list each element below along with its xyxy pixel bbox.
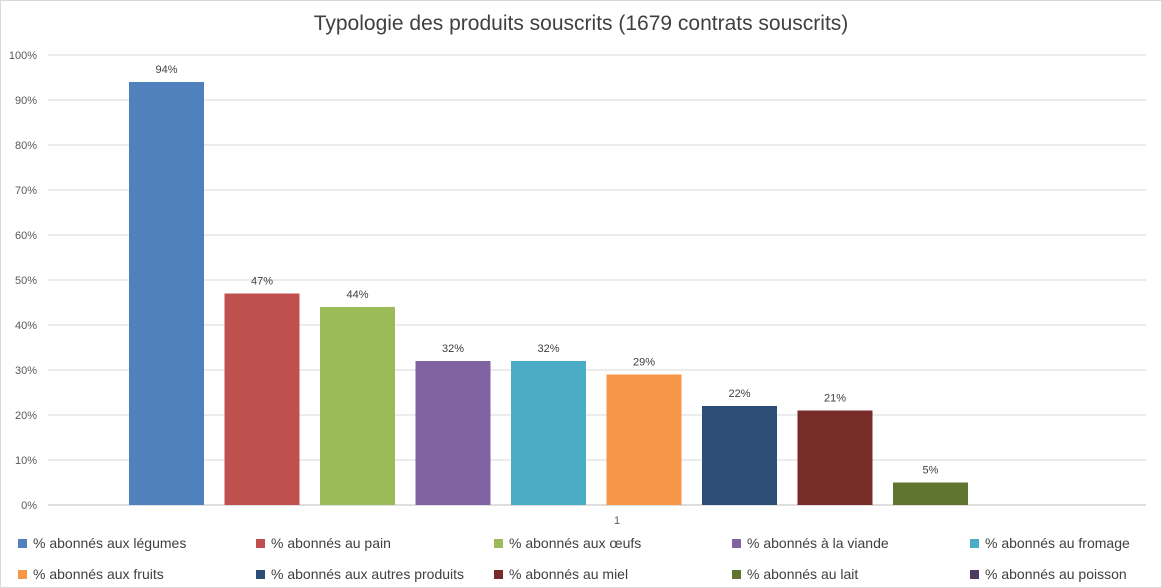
data-label: 22% bbox=[728, 388, 750, 400]
x-tick-label: 1 bbox=[614, 515, 620, 527]
legend-swatch bbox=[18, 538, 27, 548]
y-tick-label: 100% bbox=[9, 50, 37, 62]
legend-item: % abonnés à la viande bbox=[732, 532, 889, 554]
legend-swatch bbox=[732, 569, 741, 579]
y-tick-label: 50% bbox=[15, 275, 37, 287]
bar bbox=[415, 361, 491, 505]
legend-item: % abonnés au miel bbox=[494, 563, 628, 585]
legend-swatch bbox=[732, 538, 741, 548]
legend-label: % abonnés aux œufs bbox=[509, 535, 642, 551]
legend-label: % abonnés au fromage bbox=[985, 535, 1130, 551]
bar bbox=[129, 82, 204, 505]
data-label: 44% bbox=[346, 289, 368, 301]
legend-swatch bbox=[970, 569, 979, 579]
bar bbox=[224, 293, 300, 505]
bar bbox=[893, 482, 968, 505]
legend-item: % abonnés aux légumes bbox=[18, 532, 186, 554]
legend-label: % abonnés aux autres produits bbox=[271, 566, 465, 582]
data-label: 21% bbox=[824, 393, 846, 405]
data-labels: 94% 47% 44% 32% 32% 29% 22% 21% 5% bbox=[155, 64, 938, 477]
y-tick-label: 10% bbox=[15, 455, 37, 467]
legend-swatch bbox=[970, 538, 979, 548]
bar bbox=[606, 374, 682, 505]
chart-title: Typologie des produits souscrits (1679 c… bbox=[313, 12, 849, 35]
y-axis-ticks: 0% 10% 20% 30% 40% 50% 60% 70% 80% 90% 100% bbox=[9, 50, 37, 512]
legend-item: % abonnés au lait bbox=[732, 563, 858, 585]
gridlines bbox=[48, 54, 1146, 506]
data-label: 32% bbox=[442, 343, 464, 355]
legend-label: % abonnés au pain bbox=[271, 535, 391, 551]
legend-label: % abonnés aux fruits bbox=[33, 566, 164, 582]
x-axis-ticks: 1 bbox=[614, 515, 620, 527]
y-tick-label: 30% bbox=[15, 365, 37, 377]
y-tick-label: 80% bbox=[15, 140, 37, 152]
legend-item: % abonnés aux fruits bbox=[18, 563, 164, 585]
y-tick-label: 40% bbox=[15, 320, 37, 332]
bar bbox=[797, 410, 873, 505]
legend-swatch bbox=[256, 538, 265, 548]
data-label: 5% bbox=[923, 465, 939, 477]
legend-item: % abonnés aux autres produits bbox=[256, 563, 464, 585]
legend-item: % abonnés au pain bbox=[256, 532, 391, 554]
y-tick-label: 0% bbox=[21, 500, 37, 512]
y-tick-label: 60% bbox=[15, 230, 37, 242]
legend-label: % abonnés au miel bbox=[509, 566, 629, 582]
bar-chart: 0% 10% 20% 30% 40% 50% 60% 70% 80% 90% 100% 94% 47%… bbox=[9, 50, 1146, 527]
data-label: 94% bbox=[155, 64, 177, 76]
data-label: 29% bbox=[633, 357, 655, 369]
y-tick-label: 20% bbox=[15, 410, 37, 422]
legend-swatch bbox=[18, 569, 27, 579]
legend-label: % abonnés à la viande bbox=[747, 535, 889, 551]
y-tick-label: 70% bbox=[15, 185, 37, 197]
legend-swatch bbox=[494, 569, 503, 579]
bar bbox=[702, 406, 777, 505]
bars bbox=[129, 82, 968, 505]
legend-item: % abonnés au poisson bbox=[970, 563, 1127, 585]
legend-item: % abonnés aux œufs bbox=[494, 532, 641, 554]
legend-label: % abonnés aux légumes bbox=[33, 535, 187, 551]
legend-label: % abonnés au poisson bbox=[985, 566, 1127, 582]
y-tick-label: 90% bbox=[15, 95, 37, 107]
bar bbox=[511, 361, 586, 505]
bar bbox=[320, 307, 395, 505]
legend-label: % abonnés au lait bbox=[747, 566, 859, 582]
legend-swatch bbox=[494, 538, 503, 548]
data-label: 47% bbox=[251, 276, 273, 288]
legend-swatch bbox=[256, 569, 265, 579]
legend-item: % abonnés au fromage bbox=[970, 532, 1130, 554]
data-label: 32% bbox=[537, 343, 559, 355]
